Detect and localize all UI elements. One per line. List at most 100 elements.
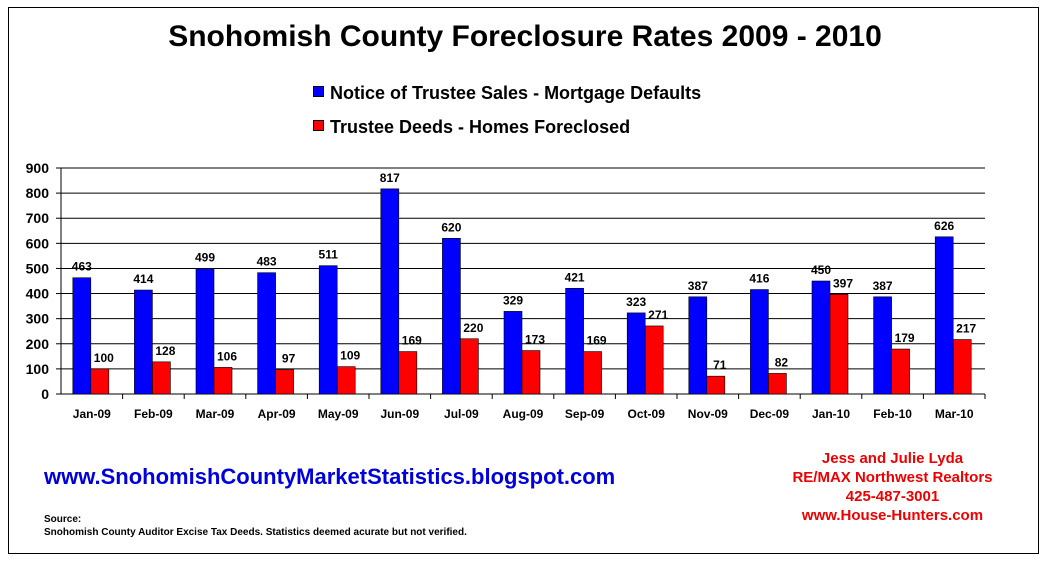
data-label-defaults: 450 [811, 263, 831, 277]
bar-foreclosed [644, 325, 664, 395]
bar-defaults [442, 238, 461, 395]
contact-block: Jess and Julie Lyda RE/MAX Northwest Rea… [770, 449, 1015, 525]
bar-defaults [811, 280, 831, 395]
bar-foreclosed [583, 351, 602, 395]
y-tick-label: 900 [26, 160, 50, 176]
data-label-foreclosed: 109 [340, 349, 360, 363]
bar-defaults [503, 311, 523, 395]
source-text: Snohomish County Auditor Excise Tax Deed… [44, 527, 467, 538]
x-tick-label: Jan-10 [812, 407, 850, 421]
data-label-foreclosed: 173 [525, 333, 545, 347]
x-tick-label: Mar-09 [196, 407, 235, 421]
x-tick-label: Jun-09 [380, 407, 419, 421]
x-tick-label: Sep-09 [565, 407, 605, 421]
bar-foreclosed [829, 294, 849, 395]
data-label-foreclosed: 82 [775, 355, 789, 369]
y-tick-label: 600 [26, 235, 50, 251]
bar-defaults [380, 188, 400, 395]
data-label-foreclosed: 169 [402, 334, 422, 348]
bar-foreclosed [460, 338, 479, 395]
x-tick-label: Dec-09 [750, 407, 790, 421]
chart-frame [8, 7, 1039, 554]
bar-defaults [626, 312, 646, 395]
bar-defaults [72, 277, 92, 395]
data-label-defaults: 483 [257, 255, 277, 269]
data-label-defaults: 463 [72, 260, 92, 274]
legend-swatch-red [313, 120, 324, 131]
y-tick-label: 300 [26, 311, 50, 327]
legend-item-defaults: Notice of Trustee Sales - Mortgage Defau… [313, 83, 701, 104]
legend-swatch-blue [313, 86, 324, 97]
y-tick-label: 700 [26, 210, 50, 226]
y-tick-label: 800 [26, 185, 50, 201]
x-tick-label: Jul-09 [444, 407, 479, 421]
data-label-defaults: 620 [441, 220, 461, 234]
contact-company: RE/MAX Northwest Realtors [792, 469, 993, 486]
data-label-defaults: 421 [565, 270, 585, 284]
data-label-foreclosed: 97 [282, 352, 296, 366]
bar-foreclosed [706, 375, 726, 395]
bar-foreclosed [336, 366, 356, 395]
data-label-foreclosed: 220 [463, 321, 483, 335]
bar-defaults [134, 289, 153, 395]
data-label-defaults: 499 [195, 251, 215, 265]
legend-label-foreclosed: Trustee Deeds - Homes Foreclosed [330, 117, 631, 137]
data-label-foreclosed: 271 [648, 308, 668, 322]
legend-item-foreclosed: Trustee Deeds - Homes Foreclosed [313, 117, 630, 138]
bar-foreclosed [275, 369, 294, 395]
source-note: Source: Snohomish County Auditor Excise … [44, 513, 467, 539]
bar-foreclosed [213, 367, 233, 395]
contact-names: Jess and Julie Lyda [821, 450, 964, 467]
data-label-foreclosed: 71 [713, 358, 727, 372]
source-label: Source: [44, 514, 82, 525]
data-label-foreclosed: 128 [155, 344, 175, 358]
data-label-defaults: 626 [934, 219, 954, 233]
data-label-foreclosed: 397 [833, 276, 853, 290]
bar-defaults [688, 296, 708, 395]
y-tick-label: 400 [26, 286, 50, 302]
data-label-defaults: 387 [873, 279, 893, 293]
data-label-defaults: 416 [749, 272, 769, 286]
y-tick-label: 200 [26, 336, 50, 352]
data-label-foreclosed: 100 [94, 351, 114, 365]
bar-defaults [318, 265, 338, 395]
data-label-defaults: 323 [626, 295, 646, 309]
data-label-defaults: 817 [380, 171, 400, 185]
x-tick-label: Jan-09 [73, 407, 111, 421]
bar-defaults [195, 268, 215, 395]
data-label-defaults: 511 [319, 248, 339, 262]
bar-defaults [750, 289, 769, 395]
bar-foreclosed [952, 339, 972, 395]
website-link[interactable]: www.SnohomishCountyMarketStatistics.blog… [44, 464, 616, 489]
data-label-foreclosed: 169 [587, 334, 607, 348]
y-tick-label: 100 [26, 361, 50, 377]
y-tick-label: 500 [26, 260, 50, 276]
bar-defaults [873, 296, 892, 395]
y-tick-label: 0 [41, 386, 49, 402]
legend-label-defaults: Notice of Trustee Sales - Mortgage Defau… [330, 83, 702, 103]
bar-defaults [257, 272, 276, 395]
bar-defaults [934, 236, 954, 395]
data-label-foreclosed: 179 [895, 331, 915, 345]
bar-foreclosed [891, 348, 910, 395]
bar-foreclosed [152, 361, 171, 395]
x-tick-label: Feb-09 [134, 407, 173, 421]
data-label-foreclosed: 217 [956, 322, 976, 336]
bar-foreclosed [90, 368, 110, 395]
contact-site[interactable]: www.House-Hunters.com [801, 507, 984, 524]
data-label-defaults: 387 [688, 279, 708, 293]
chart-title: Snohomish County Foreclosure Rates 2009 … [168, 20, 882, 53]
bar-foreclosed [768, 373, 787, 395]
bar-foreclosed [398, 351, 418, 395]
x-tick-label: Feb-10 [873, 407, 912, 421]
x-tick-label: Oct-09 [628, 407, 666, 421]
x-tick-label: Mar-10 [935, 407, 974, 421]
data-label-foreclosed: 106 [217, 349, 237, 363]
bar-foreclosed [521, 350, 541, 395]
x-tick-label: May-09 [318, 407, 359, 421]
bar-defaults [565, 287, 584, 395]
x-tick-label: Nov-09 [688, 407, 728, 421]
contact-phone: 425-487-3001 [845, 488, 940, 505]
x-tick-label: Apr-09 [258, 407, 296, 421]
